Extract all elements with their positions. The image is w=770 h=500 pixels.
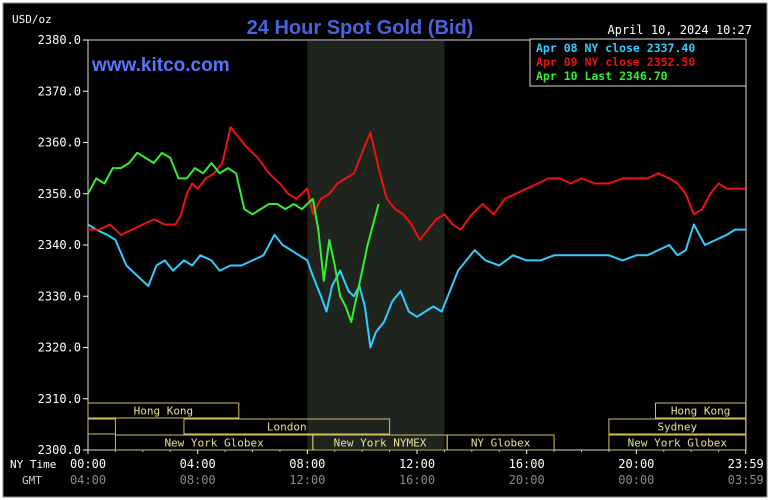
session-1 — [87, 418, 116, 435]
x-tick-label-gmt: 12:00 — [289, 473, 325, 487]
x-tick-label-ny: 08:00 — [289, 457, 325, 471]
legend: Apr 08 NY close 2337.40 Apr 09 NY close … — [529, 38, 747, 87]
x-tick-label-gmt: 20:00 — [509, 473, 545, 487]
x-tick-label-ny: 20:00 — [618, 457, 654, 471]
session-box — [183, 418, 391, 435]
y-tick-label: 2320.0 — [38, 341, 81, 355]
y-tick-label: 2310.0 — [38, 392, 81, 406]
session-box — [608, 434, 747, 451]
session-label: Sydney — [657, 421, 697, 434]
session-label: New York Globex — [628, 437, 728, 450]
session-label: NY Globex — [471, 437, 531, 450]
x-tick-label-ny: 23:59 — [728, 457, 764, 471]
session-0: Hong Kong — [87, 402, 240, 419]
legend-box — [529, 38, 747, 87]
y-tick-label: 2300.0 — [38, 443, 81, 457]
x-tick-label-ny: 12:00 — [399, 457, 435, 471]
timestamp: April 10, 2024 10:27 — [608, 23, 753, 37]
session-6: Hong Kong — [655, 402, 747, 419]
session-label: New York NYMEX — [334, 437, 427, 450]
x-tick-label-gmt: 00:00 — [618, 473, 654, 487]
session-box — [655, 402, 747, 419]
x-tick-label-ny: 00:00 — [70, 457, 106, 471]
session-label: Hong Kong — [134, 405, 194, 418]
y-tick-label: 2360.0 — [38, 136, 81, 150]
y-tick-label: 2330.0 — [38, 289, 81, 303]
session-box — [87, 418, 116, 435]
y-tick-label: 2380.0 — [38, 33, 81, 47]
x-axis: 00:00 04:00 04:00 08:00 08:00 12:00 12:00 16:00… — [70, 450, 764, 487]
session-8: New York Globex — [608, 434, 747, 451]
series-line-1 — [88, 126, 746, 241]
session-7: Sydney — [608, 418, 747, 435]
session-box — [446, 434, 555, 451]
series-line-0 — [87, 223, 746, 349]
x-tick-label-ny: 04:00 — [180, 457, 216, 471]
x-tick-label-gmt: 03:59 — [728, 473, 764, 487]
x-row-label-gmt: GMT — [22, 474, 42, 487]
session-box — [87, 402, 240, 419]
y-tick-label: 2370.0 — [38, 84, 81, 98]
y-axis: 2380.0 2370.0 2360.0 2350.0 2340.0 2330.0 2320… — [38, 33, 88, 457]
y-tick-label: 2350.0 — [38, 187, 81, 201]
legend-entry-apr09: Apr 09 NY close 2352.50 — [536, 55, 695, 69]
session-label: London — [267, 421, 307, 434]
x-row-label-ny: NY Time — [10, 458, 56, 471]
x-tick-label-gmt: 16:00 — [399, 473, 435, 487]
y-tick-label: 2340.0 — [38, 238, 81, 252]
session-5: NY Globex — [446, 434, 555, 451]
session-label: Hong Kong — [671, 405, 731, 418]
session-2: London — [183, 418, 391, 435]
x-tick-label-gmt: 08:00 — [180, 473, 216, 487]
legend-entry-apr10: Apr 10 Last 2346.70 — [536, 69, 668, 83]
legend-entry-apr08: Apr 08 NY close 2337.40 — [536, 41, 695, 55]
series-layer — [87, 126, 746, 349]
x-tick-label-gmt: 04:00 — [70, 473, 106, 487]
session-box — [608, 418, 747, 435]
watermark: www.kitco.com — [91, 55, 230, 76]
x-tick-label-ny: 16:00 — [509, 457, 545, 471]
y-axis-label: USD/oz — [12, 13, 52, 26]
series-line-2 — [87, 151, 380, 323]
chart-title: 24 Hour Spot Gold (Bid) — [247, 17, 474, 39]
session-label: New York Globex — [164, 437, 264, 450]
